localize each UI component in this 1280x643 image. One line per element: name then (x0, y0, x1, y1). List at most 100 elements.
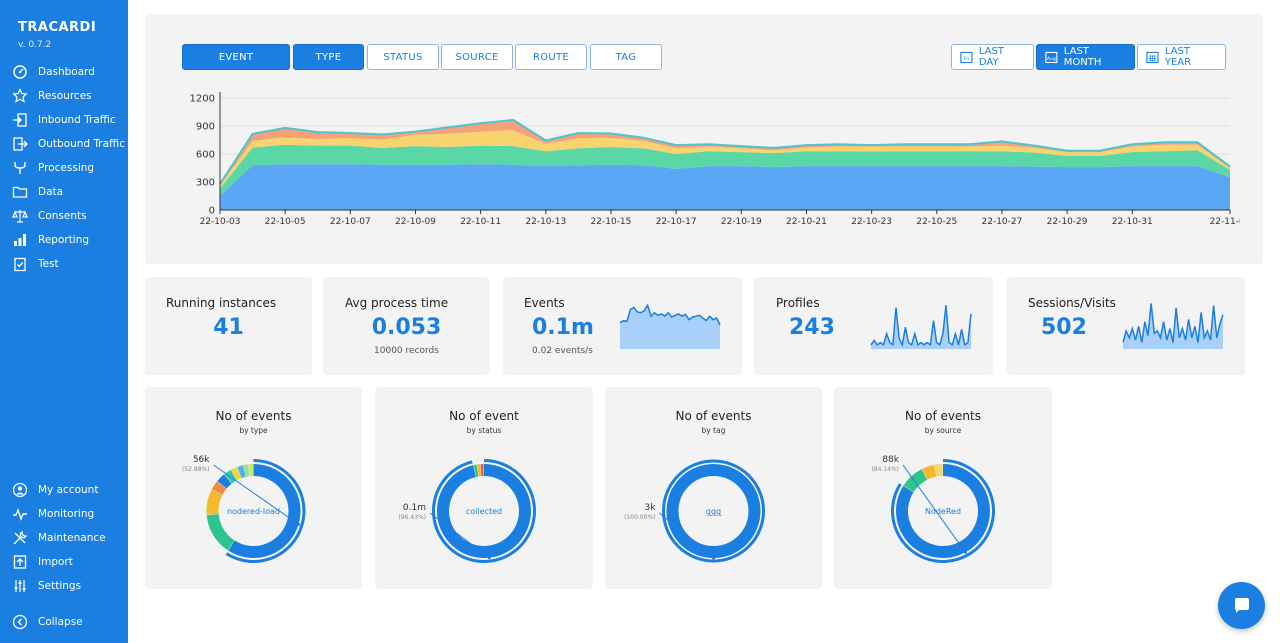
sidebar-item-label: Reporting (38, 234, 89, 246)
sidebar-item-label: Processing (38, 162, 94, 174)
donut-subtitle: by tag (605, 426, 822, 435)
callout-value: 88k (882, 455, 899, 465)
donut-title: No of event (375, 409, 593, 423)
sessions-card: Sessions/Visits 502 (1006, 277, 1245, 375)
sliders-icon (12, 578, 28, 594)
sidebar-item-resources[interactable]: Resources (12, 85, 92, 107)
calendar-badge: Aug (1047, 56, 1056, 62)
star-icon (12, 88, 28, 104)
collapse-button[interactable]: Collapse (12, 611, 83, 633)
sparkline-area (620, 305, 720, 349)
sidebar-item-reporting[interactable]: Reporting (12, 229, 89, 251)
x-tick-label: 22-10-29 (1047, 217, 1088, 227)
sidebar-item-label: Resources (38, 90, 92, 102)
status-donut-chart: collected 0.1m(96.43%) (375, 439, 593, 589)
x-tick-label: 22-10-21 (786, 217, 827, 227)
source-donut-chart: NodeRed88k(84.14%) (834, 439, 1052, 589)
events-by-status-card: No of event by status collected 0.1m (96.4… (375, 387, 593, 589)
chat-icon (1232, 596, 1252, 616)
stat-title: Profiles (776, 296, 820, 310)
area-series-0 (220, 164, 1230, 210)
sidebar-item-monitoring[interactable]: Monitoring (12, 503, 94, 525)
sidebar-item-outbound-traffic[interactable]: Outbound Traffic (12, 133, 125, 155)
range-label: LAST DAY (979, 46, 1023, 68)
running-instances-card: Running instances 41 (145, 277, 312, 375)
chat-button[interactable] (1218, 582, 1265, 629)
callout-value: 3k (645, 503, 657, 513)
brand-logo: TRACARDI (18, 20, 96, 35)
stat-subtext: 0.02 events/s (532, 346, 593, 356)
sidebar-item-consents[interactable]: Consents (12, 205, 87, 227)
x-tick-label: 22-10-07 (330, 217, 371, 227)
sessions-value: 502 (1041, 315, 1087, 340)
tab-route[interactable]: ROUTE (515, 44, 587, 70)
tab-event[interactable]: EVENT (182, 44, 290, 70)
x-tick-label: 22-10-19 (721, 217, 762, 227)
events-by-source-card: No of events by source NodeRed 88k (84.14%… (834, 387, 1052, 589)
stat-title: Avg process time (345, 296, 448, 310)
profiles-card: Profiles 243 (754, 277, 993, 375)
sidebar-item-label: My account (38, 484, 98, 496)
tab-source[interactable]: SOURCE (441, 44, 513, 70)
tab-status[interactable]: STATUS (367, 44, 439, 70)
donut-slice (481, 464, 484, 476)
stat-title: Running instances (166, 296, 276, 310)
sidebar-item-processing[interactable]: Processing (12, 157, 94, 179)
x-tick-label: 22-10-11 (460, 217, 501, 227)
sidebar-item-import[interactable]: Import (12, 551, 73, 573)
processing-icon (12, 160, 28, 176)
import-icon (12, 554, 28, 570)
donut-title: No of events (834, 409, 1052, 423)
stat-title: Events (524, 296, 565, 310)
sidebar-item-test[interactable]: Test (12, 253, 59, 275)
sidebar-item-label: Inbound Traffic (38, 114, 116, 126)
x-tick-label: 22-10-09 (395, 217, 436, 227)
donut-center-label: collected (466, 507, 502, 516)
x-tick-label: 22-10-03 (200, 217, 241, 227)
sidebar-item-label: Test (38, 258, 59, 270)
events-by-type-card: No of events by type nodered-load 56k (52.… (145, 387, 362, 589)
donut-title: No of events (145, 409, 362, 423)
events-sparkline (619, 299, 721, 349)
last-day-button[interactable]: Fri LAST DAY (951, 44, 1034, 70)
y-tick-label: 600 (196, 150, 215, 161)
donut-center-label: ggg (706, 507, 721, 516)
tab-type[interactable]: TYPE (293, 44, 364, 70)
calendar-month-icon: Aug (1045, 50, 1058, 64)
sidebar-item-label: Import (38, 556, 73, 568)
last-month-button[interactable]: Aug LAST MONTH (1036, 44, 1135, 70)
callout-value: 0.1m (403, 503, 426, 513)
tab-tag[interactable]: TAG (590, 44, 662, 70)
donut-subtitle: by source (834, 426, 1052, 435)
sidebar-item-dashboard[interactable]: Dashboard (12, 61, 95, 83)
x-tick-label: 22-10-27 (982, 217, 1023, 227)
clipboard-check-icon (12, 256, 28, 272)
callout-line (660, 513, 714, 558)
app-version: v. 0.7.2 (18, 40, 51, 50)
avg-process-time-card: Avg process time 0.053 10000 records (323, 277, 490, 375)
tools-icon (12, 530, 28, 546)
donut-center-label: NodeRed (925, 507, 961, 516)
x-tick-label: 22-10-17 (656, 217, 697, 227)
x-tick-label: 22-10-23 (851, 217, 892, 227)
sidebar-item-inbound-traffic[interactable]: Inbound Traffic (12, 109, 116, 131)
sidebar-item-settings[interactable]: Settings (12, 575, 81, 597)
callout-percent: (52.88%) (182, 466, 210, 473)
dashboard-icon (12, 64, 28, 80)
profiles-value: 243 (789, 315, 835, 340)
events-value: 0.1m (532, 315, 594, 340)
donut-slice (207, 514, 235, 550)
sidebar-item-label: Outbound Traffic (38, 138, 125, 150)
callout-value: 56k (193, 455, 210, 465)
sidebar-item-my-account[interactable]: My account (12, 479, 98, 501)
x-tick-label: 22-10-05 (265, 217, 306, 227)
sidebar-item-maintenance[interactable]: Maintenance (12, 527, 106, 549)
bar-chart-icon (12, 232, 28, 248)
sidebar-item-label: Consents (38, 210, 87, 222)
sessions-sparkline (1122, 297, 1224, 349)
sidebar-item-data[interactable]: Data (12, 181, 63, 203)
last-year-button[interactable]: LAST YEAR (1137, 44, 1226, 70)
x-tick-label: 22-10-15 (591, 217, 632, 227)
collapse-icon (12, 614, 28, 630)
y-tick-label: 900 (196, 122, 215, 133)
